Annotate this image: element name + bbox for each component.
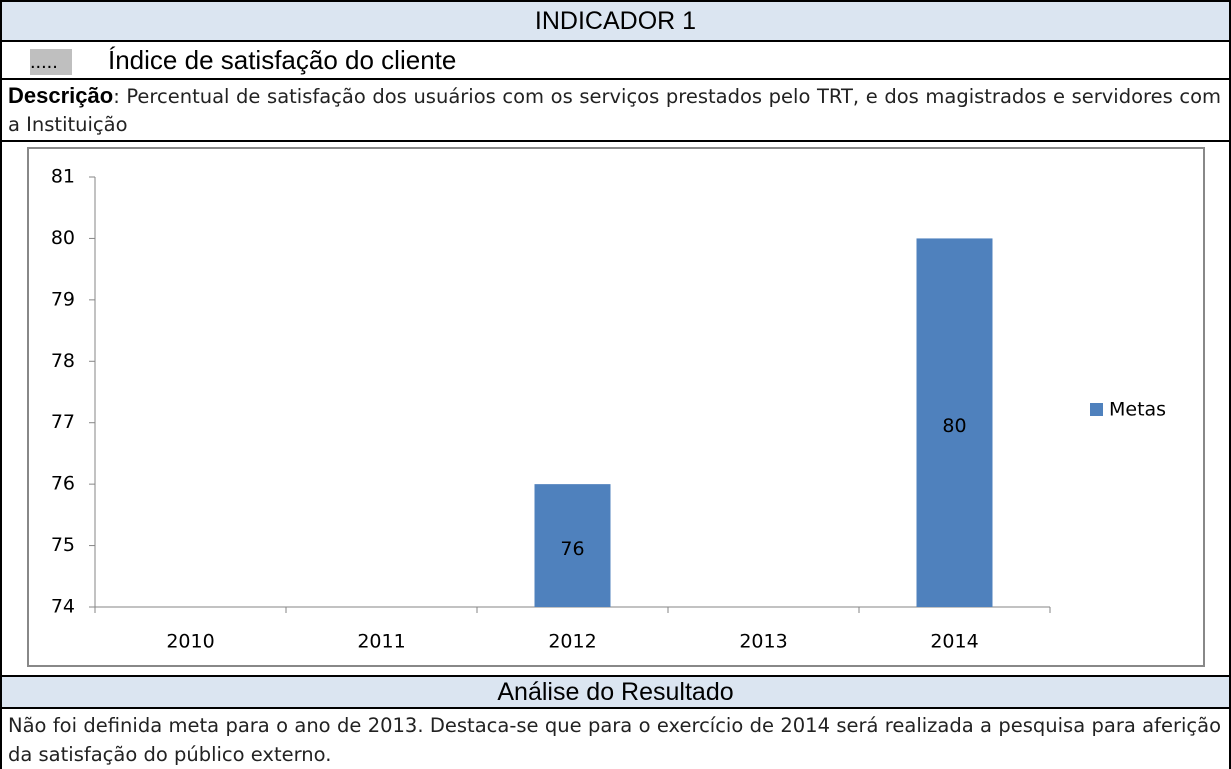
indicator-name: Índice de satisfação do cliente <box>108 45 457 75</box>
y-tick-label: 74 <box>51 596 75 618</box>
y-tick-label: 76 <box>51 473 75 495</box>
data-label: 76 <box>560 538 584 560</box>
x-tick-label: 2014 <box>930 631 978 653</box>
chart: 74 75 76 77 78 79 80 81 2010 2011 2012 2013 2014 76 80… <box>27 147 1205 667</box>
x-tick-label: 2011 <box>357 631 405 653</box>
bar <box>916 238 993 607</box>
legend-swatch <box>1090 403 1103 416</box>
y-tick-label: 81 <box>51 166 75 188</box>
analysis-title: Análise do Resultado <box>0 675 1231 707</box>
description-text: : Percentual de satisfação dos usuários … <box>8 85 1221 136</box>
y-tick-label: 77 <box>51 411 75 433</box>
indicator-name-row: ..... Índice de satisfação do cliente <box>0 40 1231 78</box>
prefix: ..... <box>30 49 72 76</box>
y-tick-label: 75 <box>51 534 75 556</box>
bar <box>534 484 611 607</box>
x-tick-label: 2010 <box>166 631 214 653</box>
x-tick-label: 2012 <box>548 631 596 653</box>
x-tick-label: 2013 <box>739 631 787 653</box>
y-tick-label: 80 <box>51 227 75 249</box>
description: Descrição: Percentual de satisfação dos … <box>0 78 1231 140</box>
chart-frame <box>27 147 1205 667</box>
y-tick-label: 79 <box>51 288 75 310</box>
description-label: Descrição <box>8 83 114 108</box>
legend-label: Metas <box>1109 399 1166 421</box>
indicator-title: INDICADOR 1 <box>0 0 1231 40</box>
chart-cell: 74 75 76 77 78 79 80 81 2010 2011 2012 2013 2014 76 80… <box>0 140 1231 675</box>
analysis-text: Não foi definida meta para o ano de 2013… <box>0 707 1231 769</box>
data-label: 80 <box>942 415 966 437</box>
y-tick-label: 78 <box>51 350 75 372</box>
